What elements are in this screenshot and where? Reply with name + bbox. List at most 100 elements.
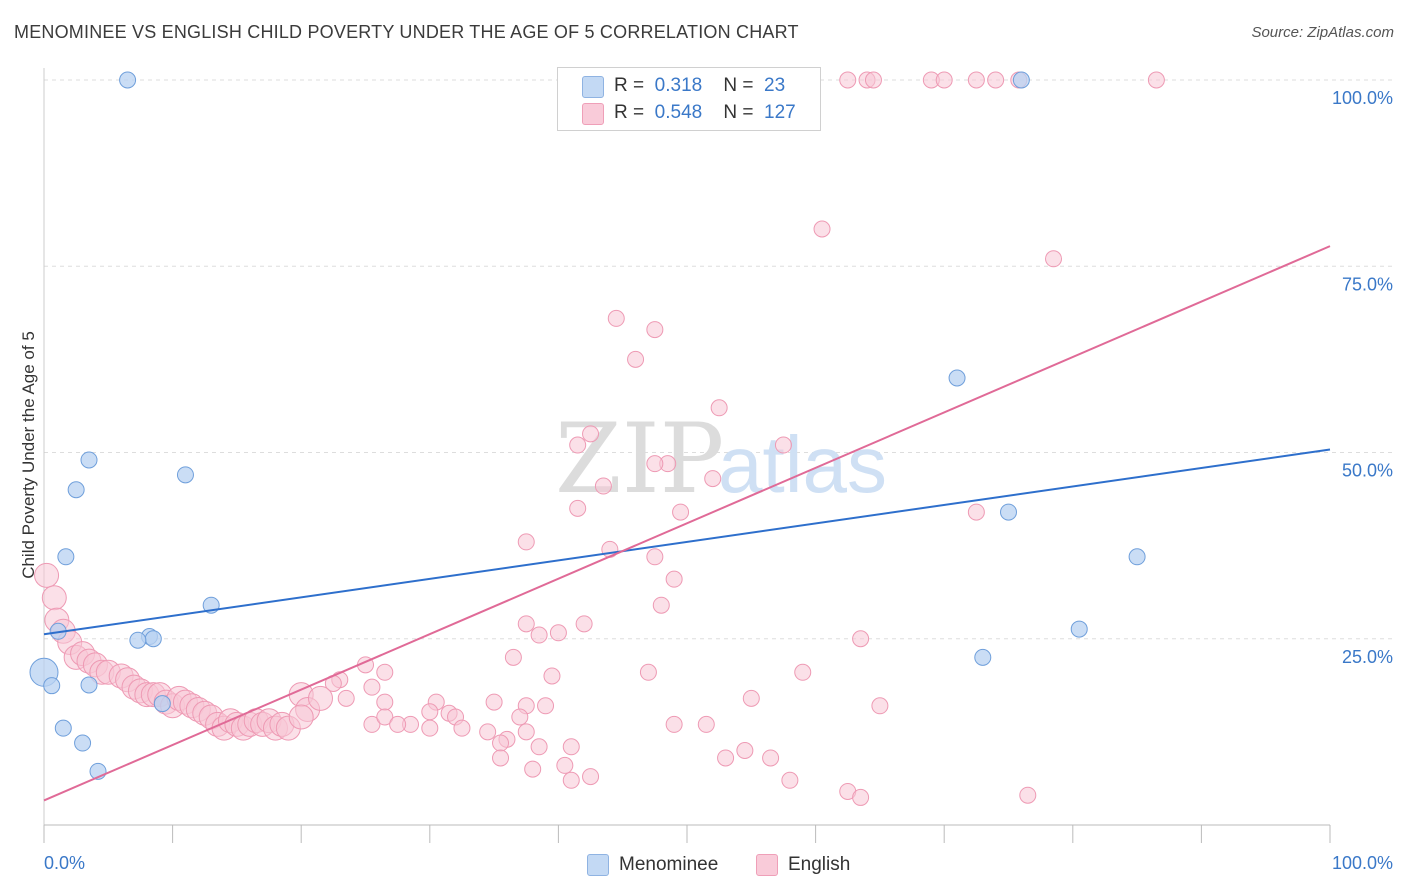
y-tick-label: 100.0% <box>1332 88 1393 108</box>
legend-r-value: 0.318 <box>654 75 703 96</box>
english-point <box>697 715 715 733</box>
menominee-point <box>153 695 171 713</box>
english-point <box>762 749 780 767</box>
english-point <box>363 715 381 733</box>
bottom-legend-english: English <box>756 852 850 878</box>
legend-r-label: R = <box>614 102 645 123</box>
legend-n-label: N = <box>723 75 754 96</box>
watermark: ZIP atlas <box>555 403 887 515</box>
english-point <box>421 719 439 737</box>
english-point <box>537 697 555 715</box>
menominee-point <box>80 451 98 469</box>
english-point <box>288 704 314 730</box>
y-tick-label: 50.0% <box>1342 461 1393 481</box>
english-point <box>652 596 670 614</box>
english-point <box>376 708 394 726</box>
english-point <box>582 425 600 443</box>
english-point <box>852 788 870 806</box>
english-point <box>337 689 355 707</box>
legend-row-english: R = 0.548 N = 127 <box>614 100 796 126</box>
axes <box>43 68 1331 843</box>
bottom-legend-label-english: English <box>788 854 851 875</box>
menominee-point <box>948 369 966 387</box>
menominee-trend-line <box>43 448 1331 636</box>
english-point <box>562 738 580 756</box>
menominee-point <box>1128 548 1146 566</box>
english-point <box>639 663 657 681</box>
legend-r-value: 0.548 <box>654 102 703 123</box>
english-point <box>524 760 542 778</box>
english-point <box>987 71 1005 89</box>
english-point <box>607 309 625 327</box>
english-point <box>774 436 792 454</box>
legend: R = 0.318 N = 23 R = 0.548 N = 127 <box>557 67 821 131</box>
source-label: Source: ZipAtlas.com <box>1251 24 1394 41</box>
english-point <box>594 477 612 495</box>
english-point <box>864 71 882 89</box>
english-point <box>485 693 503 711</box>
english-point <box>665 715 683 733</box>
english-point <box>575 615 593 633</box>
english-point <box>517 723 535 741</box>
english-point <box>665 570 683 588</box>
watermark-zip: ZIP <box>555 403 724 515</box>
menominee-point <box>144 630 162 648</box>
legend-n-label: N = <box>723 102 754 123</box>
english-point <box>511 708 529 726</box>
tick-labels: 25.0% 50.0% 75.0% 100.0% 0.0% 100.0% <box>44 88 1393 873</box>
bottom-legend-swatch-english <box>756 854 778 876</box>
english-point <box>935 71 953 89</box>
english-point <box>710 399 728 417</box>
english-point <box>627 350 645 368</box>
english-point <box>646 548 664 566</box>
y-tick-label: 75.0% <box>1342 274 1393 294</box>
legend-row-menominee: R = 0.318 N = 23 <box>614 73 785 99</box>
menominee-point <box>1012 71 1030 89</box>
x-tick-label: 0.0% <box>44 853 85 873</box>
english-point <box>813 220 831 238</box>
menominee-point <box>974 648 992 666</box>
english-point <box>517 533 535 551</box>
english-point <box>453 719 471 737</box>
bottom-legend-menominee: Menominee <box>587 852 718 878</box>
english-point <box>794 663 812 681</box>
english-point <box>421 703 439 721</box>
english-point <box>967 71 985 89</box>
english-point <box>34 562 60 588</box>
english-point <box>389 715 407 733</box>
menominee-point <box>176 466 194 484</box>
english-point <box>543 667 561 685</box>
english-point <box>646 455 664 473</box>
legend-n-value: 127 <box>764 102 796 123</box>
menominee-point <box>57 548 75 566</box>
menominee-point <box>43 677 61 695</box>
english-point <box>871 697 889 715</box>
menominee-points <box>29 71 1146 780</box>
bottom-legend-label-menominee: Menominee <box>619 854 719 875</box>
english-point <box>736 742 754 759</box>
english-point <box>530 626 548 644</box>
english-point <box>967 503 985 521</box>
english-point <box>1019 786 1037 804</box>
english-point <box>569 499 587 517</box>
english-point <box>1147 71 1165 89</box>
menominee-point <box>54 719 72 737</box>
english-point <box>672 503 690 521</box>
english-point <box>517 615 535 633</box>
english-point <box>646 321 664 339</box>
legend-swatch-english <box>582 103 604 125</box>
english-point <box>839 71 857 89</box>
y-tick-label: 25.0% <box>1342 647 1393 667</box>
english-point <box>852 630 870 648</box>
english-point <box>479 723 497 741</box>
chart-title: MENOMINEE VS ENGLISH CHILD POVERTY UNDER… <box>14 22 799 42</box>
english-point <box>549 624 567 642</box>
menominee-point <box>129 631 147 649</box>
legend-swatch-menominee <box>582 76 604 98</box>
english-point <box>1045 250 1063 268</box>
menominee-point <box>74 734 92 752</box>
menominee-point <box>80 676 98 694</box>
english-point <box>363 678 381 696</box>
english-point <box>582 768 600 786</box>
gridlines <box>44 79 1392 640</box>
